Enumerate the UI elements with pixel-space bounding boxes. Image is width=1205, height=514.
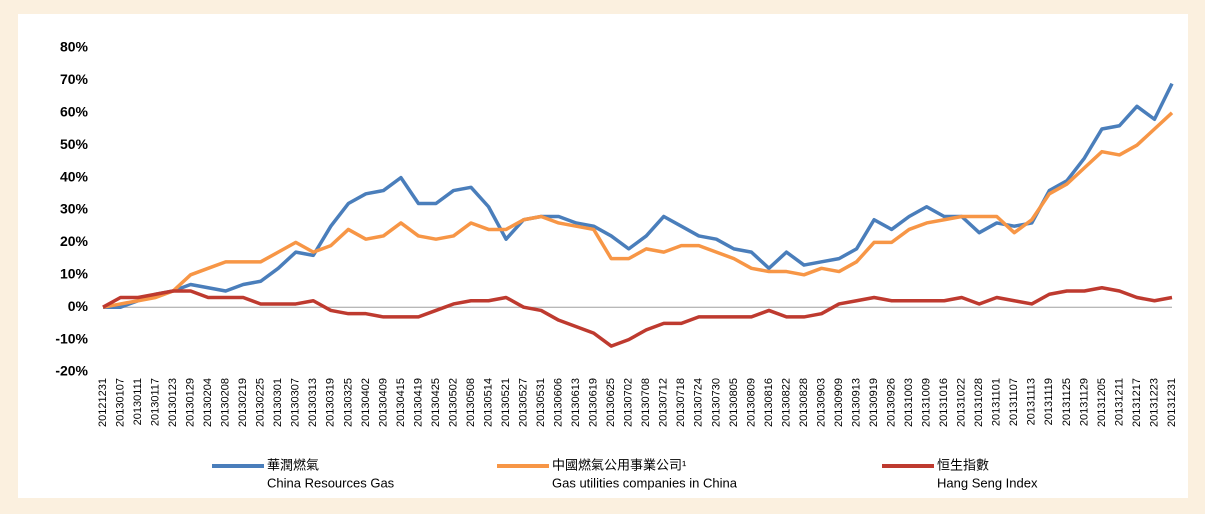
- y-tick-label: 10%: [60, 266, 89, 282]
- y-tick-label: 40%: [60, 168, 89, 184]
- x-tick-label: 20130319: [325, 378, 337, 427]
- x-tick-label: 20130117: [149, 378, 161, 426]
- series-line: [103, 82, 1174, 309]
- x-tick-label: 20131217: [1131, 378, 1143, 427]
- plot-panel: [18, 14, 1188, 498]
- x-tick-label: 20131113: [1026, 378, 1038, 425]
- y-tick-label: 0%: [68, 298, 89, 314]
- y-tick-label: 20%: [60, 233, 89, 249]
- y-tick-label: 80%: [60, 39, 89, 55]
- x-tick-label: 20130913: [850, 378, 862, 427]
- x-tick-label: 20131009: [921, 378, 933, 427]
- legend-label-en: Hang Seng Index: [937, 475, 1038, 490]
- x-tick-label: 20130724: [693, 378, 705, 427]
- x-tick-label: 20130527: [517, 378, 529, 427]
- series-line: [102, 286, 1173, 348]
- x-tick-label: 20130502: [447, 378, 459, 427]
- x-tick-label: 20131022: [956, 378, 968, 427]
- x-tick-label: 20131016: [938, 378, 950, 427]
- x-tick-label: 20130123: [167, 378, 179, 427]
- legend-label-en: Gas utilities companies in China: [552, 475, 738, 490]
- x-tick-label: 20131205: [1096, 378, 1108, 427]
- x-tick-label: 20130702: [623, 378, 635, 427]
- x-tick-label: 20130909: [833, 378, 845, 427]
- x-tick-label: 20131028: [973, 378, 985, 427]
- y-tick-label: 50%: [60, 136, 89, 152]
- x-tick-label: 20130208: [220, 378, 232, 427]
- x-tick-label: 20130415: [395, 378, 407, 427]
- x-tick-label: 20130225: [255, 378, 267, 427]
- x-tick-label: 20130531: [535, 378, 547, 427]
- x-tick-label: 20131231: [1166, 378, 1178, 427]
- x-tick-label: 20130508: [465, 378, 477, 427]
- x-tick-label: 20130919: [868, 378, 880, 427]
- x-tick-label: 20130926: [886, 378, 898, 427]
- x-tick-label: 20130613: [570, 378, 582, 427]
- x-tick-label: 20130402: [360, 378, 372, 427]
- x-tick-label: 20130718: [675, 378, 687, 427]
- x-tick-label: 20130204: [202, 378, 214, 427]
- x-tick-label: 20131119: [1043, 378, 1055, 425]
- legend-label: 中國燃氣公用事業公司¹: [552, 457, 687, 472]
- y-tick-label: -10%: [55, 330, 88, 346]
- x-tick-label: 20130619: [588, 378, 600, 427]
- x-tick-label: 20130606: [553, 378, 565, 427]
- x-tick-label: 20130805: [728, 378, 740, 427]
- x-tick-label: 20130107: [114, 378, 126, 427]
- x-tick-label: 20130822: [780, 378, 792, 427]
- x-tick-label: 20121231: [97, 378, 109, 427]
- x-tick-label: 20130325: [342, 378, 354, 427]
- series-line: [102, 111, 1174, 309]
- x-tick-label: 20131003: [903, 378, 915, 427]
- y-tick-label: -20%: [55, 363, 88, 379]
- x-tick-label: 20130809: [745, 378, 757, 427]
- x-tick-label: 20130313: [307, 378, 319, 427]
- x-tick-label: 20130625: [605, 378, 617, 427]
- legend-label: 華潤燃氣: [267, 457, 319, 472]
- x-tick-label: 20130129: [185, 378, 197, 427]
- y-tick-label: 70%: [60, 71, 89, 87]
- x-tick-label: 20131107: [1008, 378, 1020, 426]
- x-tick-label: 20131223: [1148, 378, 1160, 427]
- x-tick-label: 20130514: [482, 378, 494, 427]
- legend-label-en: China Resources Gas: [267, 475, 395, 490]
- x-tick-label: 20130828: [798, 378, 810, 427]
- x-tick-label: 20130708: [640, 378, 652, 427]
- x-tick-label: 20130712: [658, 378, 670, 427]
- x-tick-label: 20131125: [1061, 378, 1073, 426]
- x-tick-label: 20131211: [1113, 378, 1125, 426]
- y-tick-label: 60%: [60, 104, 89, 120]
- legend-label: 恒生指數: [937, 457, 989, 472]
- x-tick-label: 20130730: [710, 378, 722, 427]
- x-tick-label: 20130816: [763, 378, 775, 427]
- x-tick-label: 20130425: [430, 378, 442, 427]
- x-tick-label: 20131101: [991, 378, 1003, 426]
- x-tick-label: 20130409: [377, 378, 389, 427]
- x-tick-label: 20130301: [272, 378, 284, 427]
- x-tick-label: 20130219: [237, 378, 249, 427]
- x-tick-label: 20130903: [815, 378, 827, 427]
- x-tick-label: 20130307: [290, 378, 302, 427]
- x-tick-label: 20130521: [500, 378, 512, 427]
- y-tick-label: 30%: [60, 201, 89, 217]
- x-tick-label: 20130111: [132, 378, 144, 425]
- x-tick-label: 20130419: [412, 378, 424, 427]
- x-tick-label: 20131129: [1078, 378, 1090, 426]
